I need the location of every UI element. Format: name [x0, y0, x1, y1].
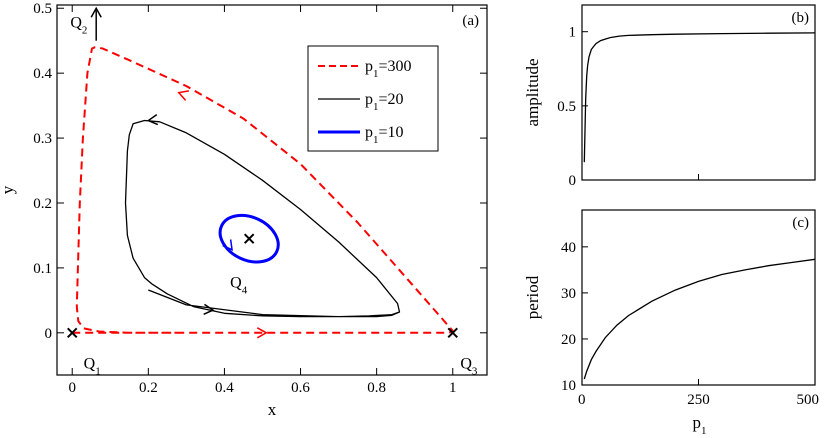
fixed-point-label-sub: 1 — [95, 366, 101, 378]
fixed-point-label-sub: 3 — [472, 366, 478, 378]
fixed-point-label-base: Q — [84, 356, 96, 373]
period-curve — [583, 258, 816, 380]
panel-b-ytick-label: 1 — [569, 25, 577, 41]
panel-a-ytick-label: 0.4 — [33, 66, 52, 82]
legend-label-rest: =20 — [379, 91, 404, 108]
legend-label-rest: =10 — [379, 124, 404, 141]
panel-b-ytick-label: 0 — [569, 173, 577, 189]
fixed-point-label-base: Q — [230, 274, 242, 291]
legend-label-base: p — [365, 91, 373, 108]
panel-b-frame — [581, 4, 816, 181]
panel-c-xtick-label: 0 — [578, 392, 586, 408]
panel-c-ytick-label: 40 — [561, 240, 576, 256]
panel-c-ytick-label: 10 — [561, 378, 576, 394]
panel-b-tag: (b) — [792, 10, 810, 26]
legend-label-sub: 1 — [373, 68, 379, 80]
panel-c-ytick-label: 30 — [561, 286, 576, 302]
panel-c-xtick-label: 250 — [687, 392, 710, 408]
panel-a-xtick-label: 0.8 — [367, 380, 386, 396]
panel-c-xlabel-base: p — [693, 413, 702, 432]
fixed-point-marker-q3 — [447, 327, 458, 339]
legend-label-base: p — [365, 124, 373, 141]
panel-c-tag: (c) — [792, 215, 809, 231]
series-p110-curve — [218, 213, 280, 264]
panel-a-ylabel: y — [0, 185, 17, 194]
panel-a-ytick-label: 0.1 — [33, 261, 52, 277]
escape-arrow-head — [90, 6, 102, 18]
panel-a-frame — [56, 4, 488, 376]
fixed-point-label-q1: Q1 — [84, 356, 101, 378]
panel-b-ytick-label: 0.5 — [557, 99, 576, 115]
legend-label-rest: =300 — [379, 58, 412, 75]
panel-c-ytick-label: 20 — [561, 332, 576, 348]
panel-c-frame — [581, 209, 816, 386]
fixed-point-marker-q1 — [67, 327, 78, 339]
series-p1300-direction-arrow — [256, 327, 268, 339]
fixed-point-label-q4: Q4 — [230, 274, 248, 296]
series-p110-direction-arrow — [222, 239, 233, 251]
series-p120-direction-arrow — [146, 114, 159, 126]
fixed-point-label-q3: Q3 — [460, 356, 478, 378]
panel-a-ytick-label: 0 — [45, 326, 53, 342]
legend-label-2: p1=10 — [365, 124, 404, 146]
fixed-point-label-base: Q — [70, 15, 82, 32]
legend-label-base: p — [365, 58, 373, 75]
series-p1300-curve — [72, 46, 454, 334]
fixed-point-label-base: Q — [460, 356, 472, 373]
panel-a-xtick-label: 0.2 — [139, 380, 158, 396]
series-p1300-direction-arrow — [177, 90, 190, 101]
panel-a-ytick-label: 0.3 — [33, 131, 52, 147]
panel-a-xtick-label: 0.4 — [215, 380, 234, 396]
panel-a-xtick-label: 0 — [68, 380, 76, 396]
panel-c-xlabel-sub: 1 — [701, 425, 707, 437]
legend-label-0: p1=300 — [365, 58, 412, 80]
panel-b-ylabel: amplitude — [523, 59, 542, 127]
panel-c-ylabel: period — [523, 275, 542, 319]
legend-label-sub: 1 — [373, 134, 379, 146]
panel-a-ytick-label: 0.5 — [33, 1, 52, 17]
fixed-point-label-sub: 2 — [82, 25, 88, 37]
panel-a-xlabel: x — [268, 400, 277, 419]
series-p120-direction-arrow — [203, 303, 215, 316]
fixed-point-label-q2: Q2 — [70, 15, 87, 37]
panel-a-ytick-label: 0.2 — [33, 196, 52, 212]
panel-a-tag: (a) — [462, 13, 479, 29]
panel-c-xtick-label: 500 — [797, 392, 820, 408]
amplitude-curve — [583, 32, 816, 163]
series-p120-curve — [124, 119, 401, 318]
legend-label-sub: 1 — [373, 101, 379, 113]
fixed-point-label-sub: 4 — [242, 284, 248, 296]
panel-a-xtick-label: 0.6 — [291, 380, 310, 396]
fixed-point-marker-q4 — [243, 233, 255, 244]
panel-c-xlabel: p1 — [693, 413, 707, 437]
panel-a-xtick-label: 1 — [449, 380, 457, 396]
legend-label-1: p1=20 — [365, 91, 404, 113]
